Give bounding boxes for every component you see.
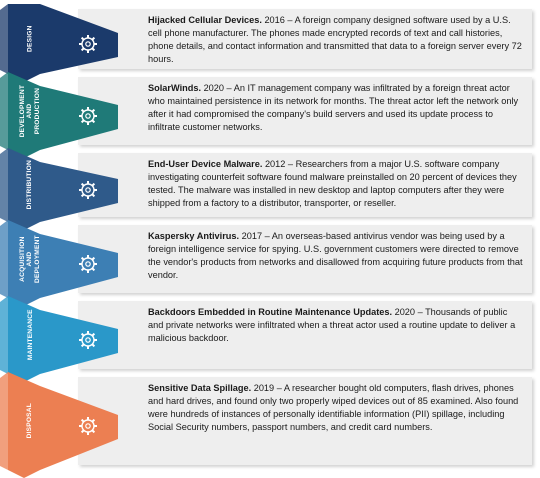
stage-description-box — [78, 77, 532, 145]
stage-chevron — [0, 296, 118, 382]
stage-text: 2019 – A researcher bought old computers… — [148, 383, 519, 432]
stage-title: End-User Device Malware. — [148, 159, 263, 169]
stage-label-text: DISPOSAL — [26, 403, 34, 439]
stage-label-text: MAINTENANCE — [26, 309, 34, 361]
stage-description: Hijacked Cellular Devices. 2016 – A fore… — [148, 14, 524, 66]
stage-6: DISPOSAL Sensitive Data Spillage. 2019 – … — [0, 372, 540, 478]
stage-description-box — [78, 377, 532, 465]
stage-description: Sensitive Data Spillage. 2019 – A resear… — [148, 382, 524, 434]
stage-label: ACQUISITION AND DEPLOYMENT — [18, 220, 41, 298]
gear-icon — [79, 107, 97, 125]
stage-description-box — [78, 225, 532, 293]
stage-chevron — [0, 148, 118, 230]
stage-description: SolarWinds. 2020 – An IT management comp… — [148, 82, 524, 134]
stage-chevron — [0, 372, 118, 478]
stage-label: DEVELOPMENT AND PRODUCTION — [18, 72, 41, 150]
hand-gear-icon — [79, 181, 97, 199]
recycle-gear-icon — [79, 417, 97, 435]
stage-description: Backdoors Embedded in Routine Maintenanc… — [148, 306, 524, 345]
stage-chevron — [0, 220, 118, 306]
stage-title: Backdoors Embedded in Routine Maintenanc… — [148, 307, 393, 317]
stage-description-box — [78, 153, 532, 217]
stage-description: End-User Device Malware. 2012 – Research… — [148, 158, 524, 210]
stage-title: SolarWinds. — [148, 83, 202, 93]
stage-2: DEVELOPMENT AND PRODUCTION SolarWinds. 2020… — [0, 72, 540, 158]
stage-label-text: ACQUISITION AND DEPLOYMENT — [18, 235, 41, 283]
stage-text: 2016 – A foreign company designed softwa… — [148, 15, 522, 64]
stage-5: MAINTENANCE Backdoors Embedded in Routine… — [0, 296, 540, 382]
stage-text: 2017 – An overseas-based antivirus vendo… — [148, 231, 523, 280]
stage-title: Kaspersky Antivirus. — [148, 231, 240, 241]
stage-4: ACQUISITION AND DEPLOYMENT Kaspersky Antivi… — [0, 220, 540, 306]
stage-title: Sensitive Data Spillage. — [148, 383, 252, 393]
stage-chevron — [0, 72, 118, 158]
stage-label: DISTRIBUTION — [22, 148, 38, 222]
stage-label-text: DISTRIBUTION — [26, 160, 34, 210]
stage-3: DISTRIBUTION End-User Device Malware. 201… — [0, 148, 540, 230]
stage-label-text: DESIGN — [26, 25, 34, 53]
stage-title: Hijacked Cellular Devices. — [148, 15, 262, 25]
stage-description-box — [78, 301, 532, 369]
stage-label: DESIGN — [22, 4, 38, 74]
stage-chevron — [0, 4, 118, 82]
stage-text: 2012 – Researchers from a major U.S. sof… — [148, 159, 517, 208]
stage-description: Kaspersky Antivirus. 2017 – An overseas-… — [148, 230, 524, 282]
gear-pencil-icon — [79, 35, 97, 53]
stage-label-text: DEVELOPMENT AND PRODUCTION — [18, 84, 41, 138]
gears-icon — [79, 331, 97, 349]
stage-text: 2020 – An IT management company was infi… — [148, 83, 519, 132]
stage-label: DISPOSAL — [22, 372, 38, 470]
stage-1: DESIGN Hijacked Cellular Devices. 2016 – … — [0, 4, 540, 82]
stage-text: 2020 – Thousands of public and private n… — [148, 307, 516, 343]
stage-label: MAINTENANCE — [22, 296, 38, 374]
stage-description-box — [78, 9, 532, 69]
gear-cursor-icon — [79, 255, 97, 273]
